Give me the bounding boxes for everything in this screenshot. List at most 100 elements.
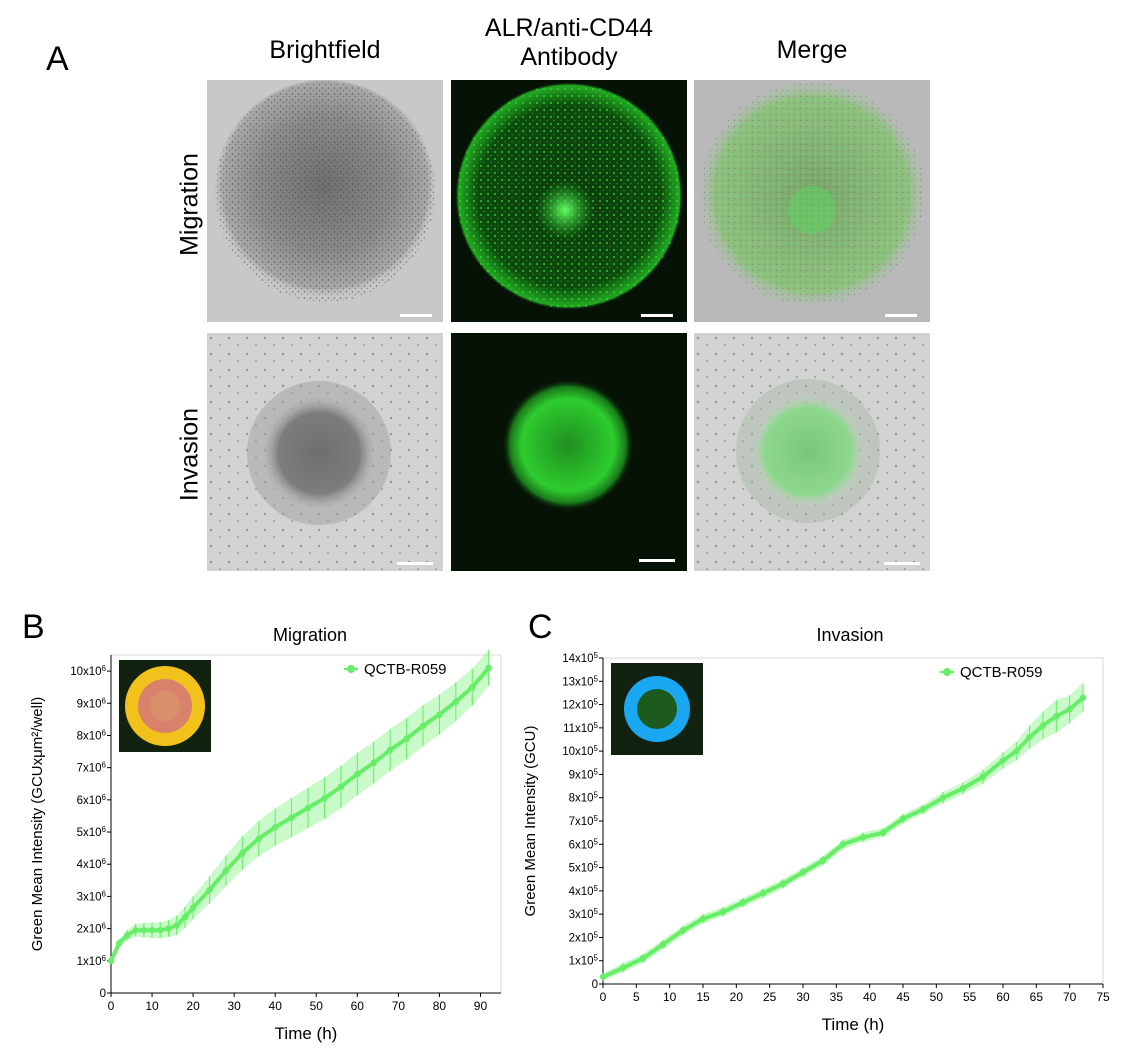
y-tick-label: 1x106 (77, 954, 107, 968)
data-point (959, 785, 967, 792)
data-point (173, 922, 180, 929)
y-tick-label: 3x105 (569, 907, 599, 921)
legend-marker (347, 665, 355, 673)
data-point (1079, 694, 1087, 701)
x-tick-label: 65 (1030, 990, 1044, 1004)
error-band (111, 649, 489, 963)
data-point (1013, 747, 1020, 755)
data-point (679, 927, 687, 934)
data-point (304, 804, 312, 812)
data-point (165, 925, 172, 932)
data-point (899, 815, 907, 822)
y-axis-label: Green Mean Intensity (GCUxμm²/well) (29, 697, 46, 952)
x-tick-label: 20 (730, 990, 744, 1004)
y-tick-label: 0 (100, 988, 106, 1000)
data-point (619, 964, 627, 971)
x-tick-label: 60 (351, 999, 365, 1013)
row-label-invasion: Invasion (175, 407, 204, 502)
panel-letter-b: B (22, 608, 45, 646)
data-point (779, 880, 787, 888)
x-axis-label: Time (h) (822, 1015, 885, 1034)
y-tick-label: 3x106 (77, 889, 107, 903)
data-point (859, 834, 867, 841)
x-tick-label: 80 (433, 999, 447, 1013)
data-point (739, 899, 747, 906)
x-tick-label: 30 (227, 999, 241, 1013)
inset-core (150, 691, 180, 721)
data-point (1066, 706, 1073, 713)
y-tick-label: 9x105 (569, 767, 599, 781)
data-point (189, 904, 197, 911)
data-point (979, 773, 987, 780)
legend-marker (943, 668, 951, 676)
x-tick-label: 40 (863, 990, 877, 1004)
y-tick-label: 8x105 (569, 791, 599, 805)
data-point (719, 908, 727, 916)
data-point (419, 722, 427, 730)
data-point (370, 759, 377, 767)
data-point (939, 794, 947, 801)
x-tick-label: 90 (474, 999, 488, 1013)
x-tick-label: 10 (145, 999, 159, 1013)
y-tick-label: 13x105 (562, 674, 598, 688)
data-point (699, 915, 707, 922)
chart-title-invasion: Invasion (816, 625, 884, 645)
column-title-merge: Merge (776, 36, 848, 64)
x-tick-label: 45 (896, 990, 910, 1004)
scale-bar (641, 314, 673, 317)
x-tick-label: 50 (930, 990, 944, 1004)
y-tick-label: 2x105 (569, 930, 599, 944)
data-point (599, 973, 607, 981)
data-point (403, 735, 410, 742)
y-tick-label: 14x105 (562, 651, 598, 665)
data-point (452, 698, 460, 705)
data-point (148, 927, 156, 934)
x-tick-label: 25 (763, 990, 777, 1004)
y-tick-label: 10x105 (562, 744, 598, 758)
data-point (799, 869, 807, 876)
scale-bar (884, 562, 920, 565)
x-tick-label: 15 (696, 990, 710, 1004)
micrograph-migration-fluorescence (451, 80, 687, 322)
x-tick-label: 10 (663, 990, 677, 1004)
data-point (116, 939, 123, 947)
micrograph-invasion-brightfield (207, 333, 443, 571)
scale-bar (397, 562, 433, 565)
data-point (140, 927, 148, 934)
x-tick-label: 75 (1096, 990, 1110, 1004)
column-title-antibody: ALR/anti-CD44 Antibody (484, 14, 654, 72)
y-tick-label: 8x106 (77, 728, 107, 742)
data-point (255, 835, 262, 842)
data-point (107, 957, 115, 965)
y-tick-label: 7x106 (77, 761, 107, 775)
data-point (999, 757, 1007, 764)
x-tick-label: 20 (186, 999, 200, 1013)
data-point (436, 711, 443, 718)
data-point (239, 849, 246, 857)
data-point (469, 683, 476, 691)
y-tick-label: 5x105 (569, 861, 599, 875)
data-point (132, 927, 139, 934)
x-axis-label: Time (h) (275, 1024, 338, 1043)
x-tick-label: 40 (269, 999, 283, 1013)
x-tick-label: 60 (996, 990, 1010, 1004)
inset-image (119, 660, 211, 752)
x-tick-label: 0 (108, 999, 115, 1013)
data-point (337, 783, 345, 791)
x-tick-label: 70 (1063, 990, 1077, 1004)
x-tick-label: 55 (963, 990, 977, 1004)
panel-letter-a: A (46, 40, 69, 78)
data-point (288, 814, 295, 821)
y-tick-label: 4x105 (569, 884, 599, 898)
data-point (157, 927, 164, 934)
x-tick-label: 0 (600, 990, 607, 1004)
inset-image (611, 663, 703, 755)
data-point (639, 955, 647, 962)
y-tick-label: 0 (592, 979, 598, 991)
y-tick-label: 10x106 (70, 664, 106, 678)
panel-letter-c: C (528, 608, 553, 646)
data-point (181, 914, 189, 921)
data-point (659, 941, 667, 948)
data-point (485, 664, 492, 672)
data-point (1039, 722, 1047, 729)
